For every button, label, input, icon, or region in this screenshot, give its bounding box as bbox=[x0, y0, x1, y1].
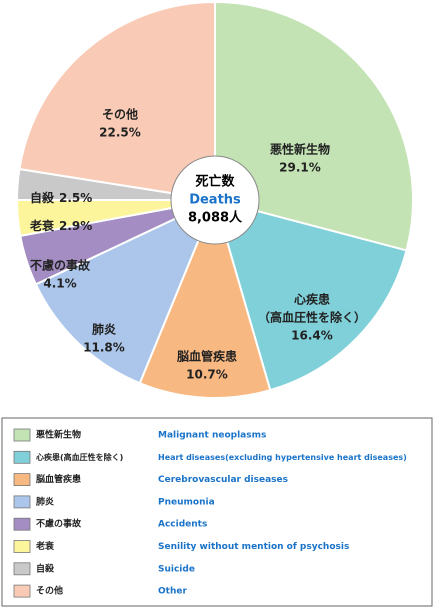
legend-english: Senility without mention of psychosis bbox=[158, 542, 349, 552]
pie-slice bbox=[34, 197, 217, 385]
slice-name: 悪性新生物 bbox=[270, 142, 330, 157]
pie-slice bbox=[18, 0, 216, 202]
legend-swatch bbox=[13, 540, 31, 553]
center-total: 8,088人 bbox=[188, 210, 243, 226]
slice-name: 自殺 bbox=[30, 190, 55, 205]
pie-slice bbox=[138, 196, 272, 399]
slice-value-label: 4.1% bbox=[43, 277, 76, 291]
legend-swatch bbox=[13, 428, 31, 442]
slice-value-label: 22.5% bbox=[99, 126, 141, 140]
legend-name: 肺炎 bbox=[36, 495, 54, 507]
legend-english: Accidents bbox=[158, 520, 207, 530]
center-title: 死亡数 bbox=[195, 174, 235, 190]
slice-name: その他 bbox=[102, 107, 138, 122]
legend-swatch bbox=[13, 473, 31, 487]
slice-name: 肺炎 bbox=[92, 322, 116, 337]
legend-swatch bbox=[13, 562, 31, 576]
slice-value-label: 29.1% bbox=[279, 161, 321, 175]
legend-english: Heart diseases(excluding hypertensive he… bbox=[158, 453, 407, 462]
pie-slice bbox=[213, 198, 408, 392]
slice-name: 老衰 bbox=[30, 218, 55, 233]
legend-name: 脳血管疾患 bbox=[35, 473, 81, 485]
legend-name: 自殺 bbox=[36, 562, 55, 574]
slice-value-label: 16.4% bbox=[291, 329, 333, 343]
slice-value-label: 10.7% bbox=[186, 368, 228, 382]
slice-value-label: 2.9% bbox=[59, 219, 92, 233]
legend-english: Other bbox=[158, 587, 187, 597]
slice-name: 心疾患 bbox=[294, 292, 330, 307]
legend-english: Cerebrovascular diseases bbox=[158, 475, 288, 485]
legend-box bbox=[1, 417, 433, 607]
slice-name: 脳血管疾患 bbox=[177, 349, 237, 364]
slice-label: 老衰 2.9% bbox=[30, 218, 92, 233]
slice-value-label: 11.8% bbox=[83, 341, 125, 355]
slice-name: （高血圧性を除く） bbox=[258, 310, 366, 325]
legend-english: Malignant neoplasms bbox=[158, 431, 266, 441]
legend-swatch bbox=[13, 517, 31, 531]
center-subtitle: Deaths bbox=[189, 193, 241, 208]
legend-name: 老衰 bbox=[35, 540, 55, 552]
center-circle bbox=[170, 155, 260, 245]
legend-name: 心疾患(高血圧性を除く) bbox=[36, 452, 123, 462]
legend-swatch bbox=[13, 584, 31, 598]
legend-name: その他 bbox=[36, 585, 63, 597]
slice-value-label: 2.5% bbox=[59, 191, 92, 205]
legend-english: Pneumonia bbox=[158, 497, 215, 507]
pie-slice bbox=[214, 0, 414, 252]
legend-english: Suicide bbox=[158, 564, 195, 574]
slice-label: 自殺 2.5% bbox=[30, 190, 92, 205]
pie bbox=[15, 0, 414, 399]
legend-swatch bbox=[13, 495, 31, 509]
legend-name: 悪性新生物 bbox=[36, 429, 81, 441]
legend-name: 不慮の事故 bbox=[36, 518, 82, 530]
legend-swatch bbox=[13, 450, 31, 464]
slice-name: 不慮の事故 bbox=[30, 258, 91, 273]
